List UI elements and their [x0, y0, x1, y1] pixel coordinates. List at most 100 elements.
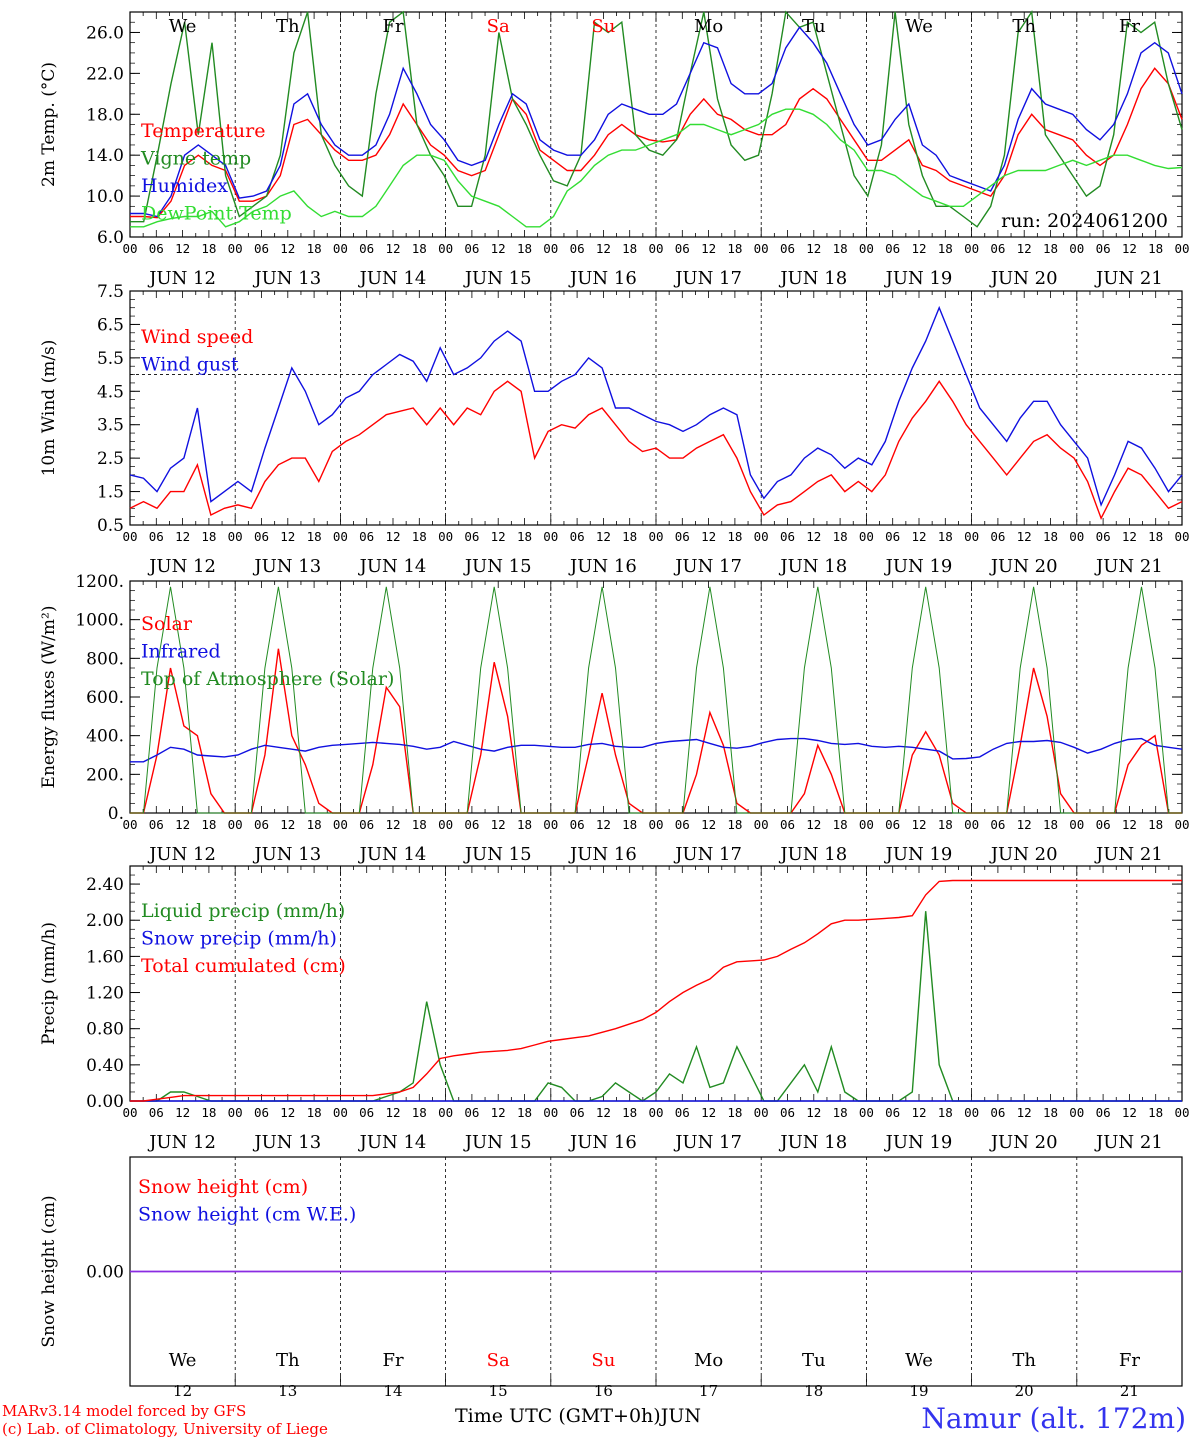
hour-label: 06	[780, 529, 795, 544]
panel-5: 0.00 Snow height (cm) Snow height (cm) Snow…	[39, 1156, 1183, 1400]
day-name: We	[905, 1350, 933, 1371]
date-label: JUN 21	[1094, 556, 1163, 577]
hour-label: 18	[201, 241, 216, 256]
run-label: run: 2024061200	[1001, 210, 1168, 232]
hour-label: 00	[228, 241, 243, 256]
hour-label: 00	[122, 1105, 137, 1120]
hour-label: 12	[1017, 817, 1032, 832]
date-label: JUN 13	[252, 1132, 321, 1153]
hour-label: 06	[780, 1105, 795, 1120]
legend-entry: Humidex	[141, 175, 228, 197]
y-axis-label: 10m Wind (m/s)	[39, 340, 59, 477]
hour-label: 18	[1043, 1105, 1058, 1120]
hour-label: 00	[1069, 817, 1084, 832]
legend-entry: Snow precip (mm/h)	[141, 928, 337, 950]
day-name: Th	[1012, 1350, 1036, 1371]
hour-label: 18	[833, 241, 848, 256]
hour-label: 18	[307, 1105, 322, 1120]
hour-label: 12	[175, 241, 190, 256]
date-label: JUN 21	[1094, 844, 1163, 865]
hour-label: 06	[780, 817, 795, 832]
day-name: Su	[591, 16, 615, 37]
date-label: JUN 12	[147, 556, 216, 577]
hour-label: 06	[990, 1105, 1005, 1120]
hour-label: 00	[859, 529, 874, 544]
hour-label: 18	[938, 241, 953, 256]
day-name: Tu	[802, 16, 826, 37]
hour-label: 00	[754, 529, 769, 544]
hour-label: 18	[1043, 241, 1058, 256]
date-label: JUN 12	[147, 1132, 216, 1153]
date-label: JUN 19	[884, 844, 953, 865]
hour-label: 18	[307, 529, 322, 544]
legend-entry: Top of Atmosphere (Solar)	[141, 668, 394, 690]
hour-label: 18	[727, 241, 742, 256]
y-axis-label: 2m Temp. (°C)	[39, 62, 59, 187]
hour-label: 12	[491, 241, 506, 256]
panel-1: 6.0 10.0 14.0 18.0 22.0 26.0 2m Temp. (°C) Temp…	[39, 10, 1190, 289]
hour-label: 06	[254, 817, 269, 832]
hour-label: 06	[149, 817, 164, 832]
series-line-2	[130, 10, 1183, 228]
y-tick-label: 4.5	[97, 382, 124, 402]
hour-label: 00	[964, 529, 979, 544]
legend-entry: Wind gust	[141, 354, 239, 376]
y-tick-label: 18.0	[86, 105, 124, 125]
hour-label: 00	[122, 241, 137, 256]
date-label: JUN 14	[358, 556, 427, 577]
y-tick-label: 10.0	[86, 187, 124, 207]
hour-label: 06	[675, 1105, 690, 1120]
date-label: JUN 18	[778, 268, 847, 289]
hour-label: 12	[491, 1105, 506, 1120]
y-tick-label: 2.00	[86, 911, 124, 931]
hour-label: 18	[307, 241, 322, 256]
hour-label: 00	[122, 817, 137, 832]
date-label: JUN 15	[463, 1132, 532, 1153]
hour-label: 12	[701, 1105, 716, 1120]
hour-label: 12	[175, 1105, 190, 1120]
hour-label: 06	[1096, 1105, 1111, 1120]
hour-label: 12	[701, 817, 716, 832]
hour-label: 12	[806, 1105, 821, 1120]
hour-label: 12	[280, 1105, 295, 1120]
y-tick-label: 14.0	[86, 146, 124, 166]
hour-label: 18	[622, 241, 637, 256]
hour-label: 06	[254, 241, 269, 256]
series-line-3	[130, 586, 1182, 814]
date-label: JUN 20	[989, 268, 1058, 289]
hour-label: 00	[648, 817, 663, 832]
hour-label: 00	[964, 241, 979, 256]
legend-entry: Snow height (cm W.E.)	[138, 1204, 356, 1226]
hour-label: 00	[543, 241, 558, 256]
hour-label: 06	[990, 241, 1005, 256]
hour-label: 18	[412, 241, 427, 256]
date-number: 20	[1015, 1382, 1034, 1400]
hour-label: 06	[675, 529, 690, 544]
hour-label: 00	[1174, 241, 1189, 256]
hour-label: 12	[911, 529, 926, 544]
y-tick-label: 3.5	[97, 416, 124, 436]
y-tick-label: 1200.	[75, 572, 124, 592]
hour-label: 12	[1122, 241, 1137, 256]
date-label: JUN 17	[673, 268, 742, 289]
date-label: JUN 19	[884, 268, 953, 289]
hour-label: 00	[1174, 817, 1189, 832]
hour-label: 18	[727, 529, 742, 544]
y-tick-label: 200.	[86, 765, 124, 785]
hour-label: 00	[228, 529, 243, 544]
hour-label: 06	[990, 817, 1005, 832]
day-name: Fr	[382, 16, 403, 37]
hour-label: 00	[859, 1105, 874, 1120]
y-tick-label: 5.5	[97, 349, 124, 369]
panel-2: 0.5 1.5 2.5 3.5 4.5 5.5 6.5 7.5 10m Wind (m/s) Wi…	[39, 282, 1190, 577]
model-credit: MARv3.14 model forced by GFS	[2, 1402, 247, 1420]
y-tick-label: 6.5	[97, 315, 124, 335]
hour-label: 00	[754, 1105, 769, 1120]
y-tick-label: 26.0	[86, 23, 124, 43]
hour-label: 00	[1069, 1105, 1084, 1120]
day-name: Su	[591, 1350, 615, 1371]
hour-label: 12	[280, 529, 295, 544]
legend-entry: Solar	[141, 613, 193, 635]
hour-label: 18	[1148, 241, 1163, 256]
legend-entry: Wind speed	[141, 326, 253, 348]
